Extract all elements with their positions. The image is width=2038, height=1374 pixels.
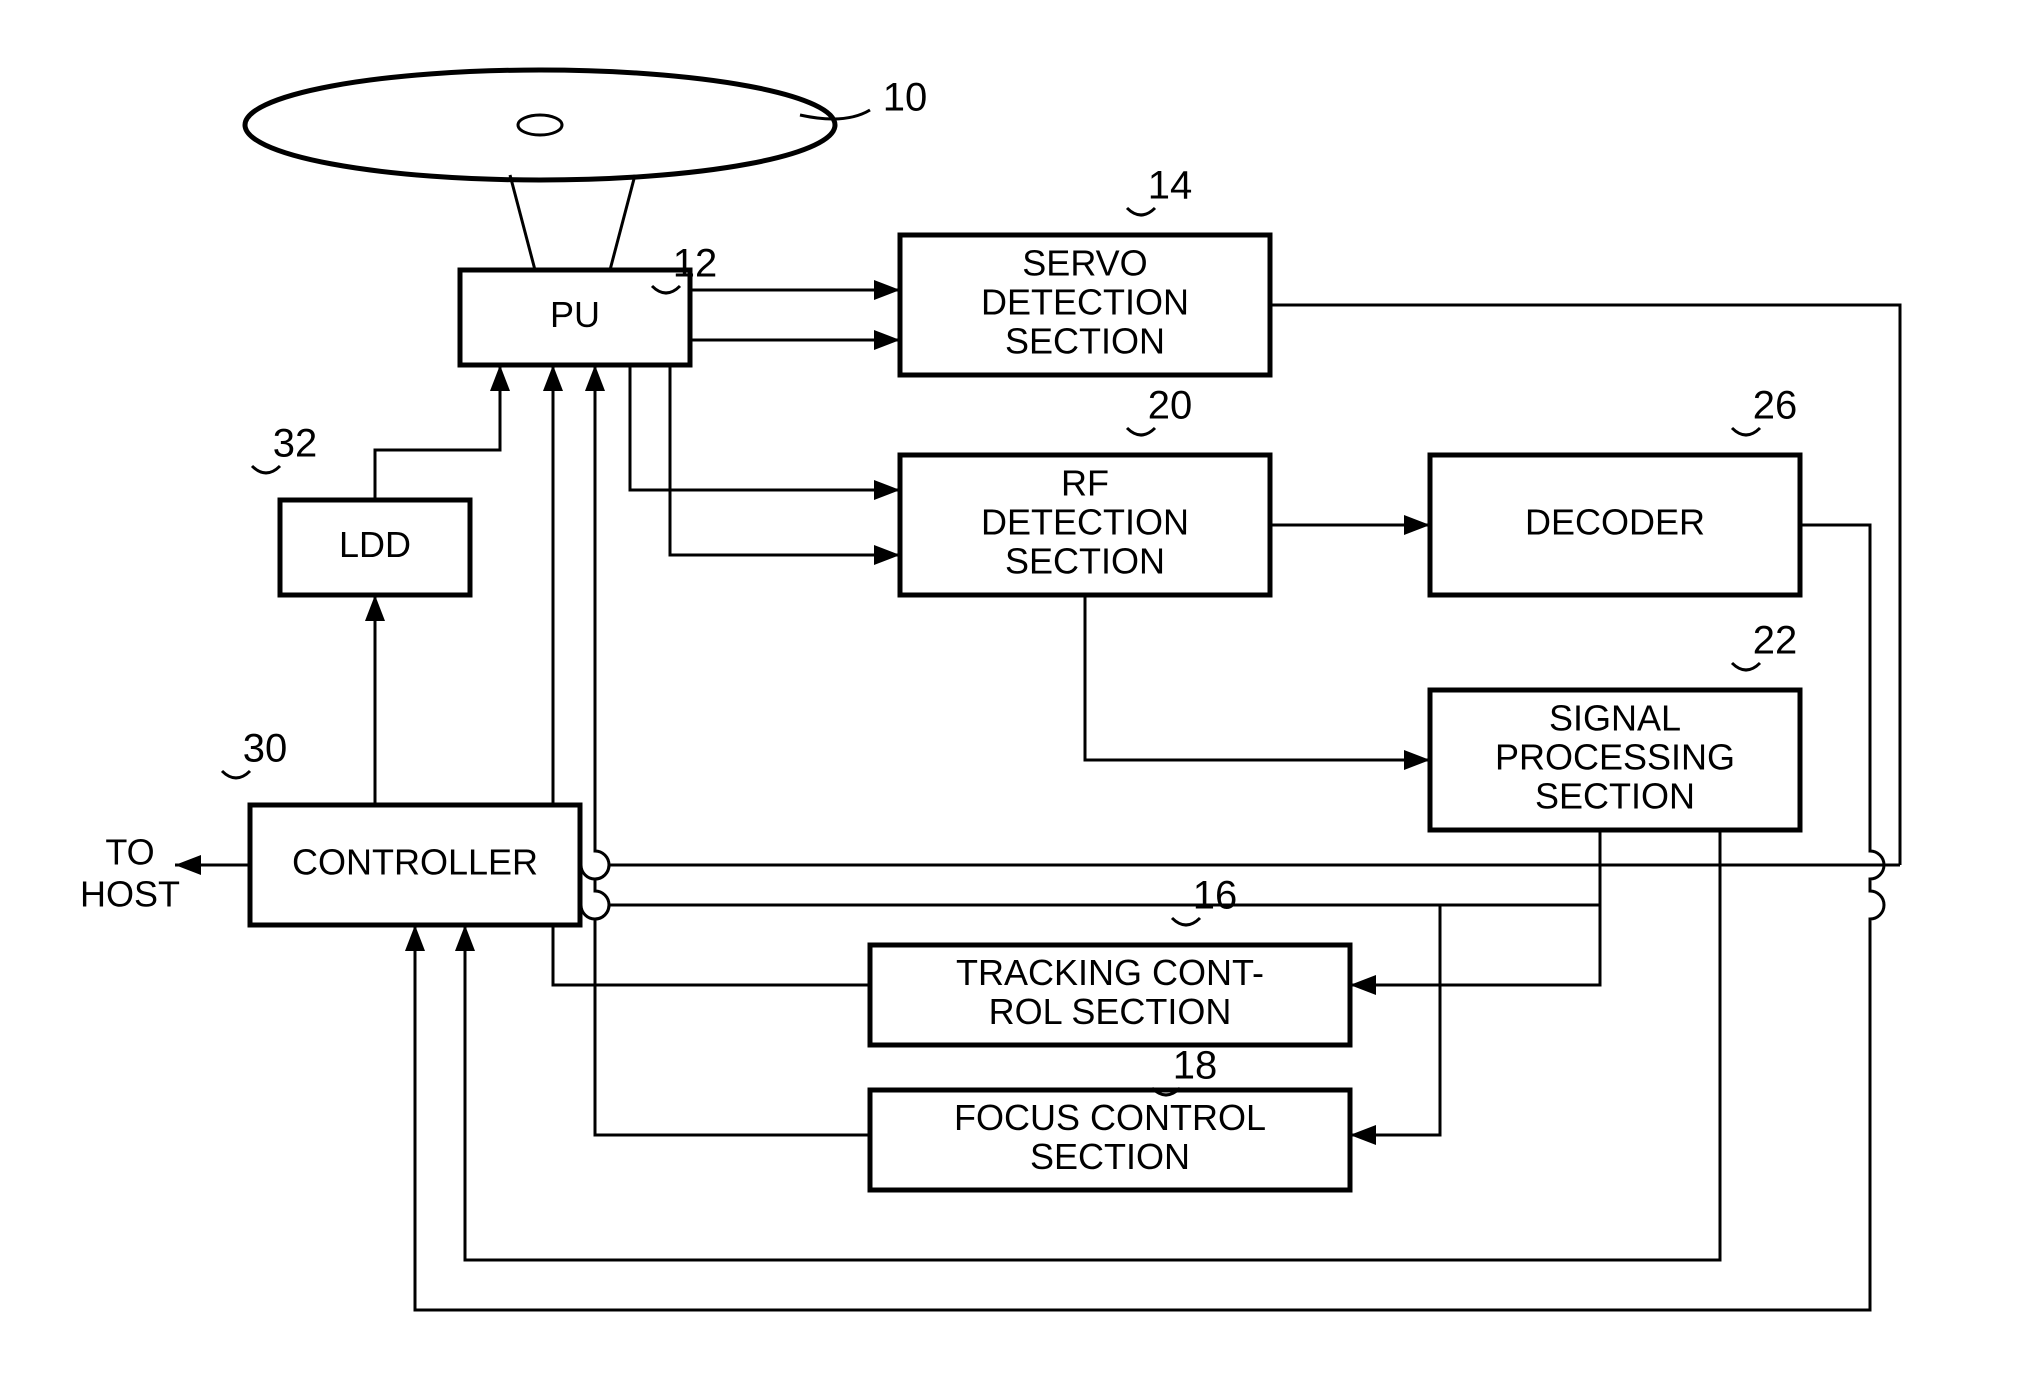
ref-label-rf: 20 xyxy=(1148,384,1193,428)
block-focus-label-0: FOCUS CONTROL xyxy=(954,1097,1266,1138)
block-pu-label-0: PU xyxy=(550,294,600,335)
wire-controller-out-lower xyxy=(580,905,1600,919)
wire-controller-out-upper xyxy=(580,865,1900,879)
host-label-0: TO xyxy=(105,832,154,873)
host-label-1: HOST xyxy=(80,874,180,915)
ref-label-ldd: 32 xyxy=(273,422,318,466)
block-servo-label-2: SECTION xyxy=(1005,320,1165,361)
ref-lead-controller xyxy=(222,771,250,778)
ref-label-servo: 14 xyxy=(1148,164,1193,208)
block-rf-label-2: SECTION xyxy=(1005,540,1165,581)
ref-label-focus: 18 xyxy=(1173,1044,1218,1088)
block-signal-label-1: PROCESSING xyxy=(1495,737,1735,778)
ref-label-tracking: 16 xyxy=(1193,874,1238,918)
wire-rf-to-signal xyxy=(1085,595,1430,760)
block-decoder-label-0: DECODER xyxy=(1525,502,1705,543)
block-signal-label-0: SIGNAL xyxy=(1549,698,1681,739)
disc-ref-label: 10 xyxy=(883,76,928,120)
block-servo-label-0: SERVO xyxy=(1022,243,1147,284)
block-ldd-label-0: LDD xyxy=(339,524,411,565)
ref-lead-tracking xyxy=(1172,918,1200,925)
block-tracking-label-0: TRACKING CONT- xyxy=(956,952,1264,993)
wire-pu-to-rf-lower xyxy=(670,365,900,555)
ref-lead-ldd xyxy=(252,466,280,473)
wire-pu-to-disc-right xyxy=(610,175,635,270)
disc-hole xyxy=(518,115,562,135)
block-focus-label-1: SECTION xyxy=(1030,1136,1190,1177)
ref-label-controller: 30 xyxy=(243,727,288,771)
wire-focus-to-pu xyxy=(595,365,870,1135)
wire-pu-to-disc-left xyxy=(510,175,535,270)
ref-lead-rf xyxy=(1127,428,1155,435)
wire-bus-to-focus xyxy=(1350,905,1440,1135)
block-servo-label-1: DETECTION xyxy=(981,282,1189,323)
block-rf-label-0: RF xyxy=(1061,463,1109,504)
block-tracking-label-1: ROL SECTION xyxy=(989,991,1232,1032)
ref-lead-decoder xyxy=(1732,428,1760,435)
ref-lead-signal xyxy=(1732,663,1760,670)
block-signal-label-2: SECTION xyxy=(1535,775,1695,816)
ref-lead-servo xyxy=(1127,208,1155,215)
ref-label-signal: 22 xyxy=(1753,619,1798,663)
wire-ldd-to-pu xyxy=(375,365,500,500)
block-rf-label-1: DETECTION xyxy=(981,502,1189,543)
wire-bus-to-tracking xyxy=(1350,905,1600,985)
block-controller-label-0: CONTROLLER xyxy=(292,842,538,883)
ref-label-pu: 12 xyxy=(673,242,718,286)
ref-label-decoder: 26 xyxy=(1753,384,1798,428)
